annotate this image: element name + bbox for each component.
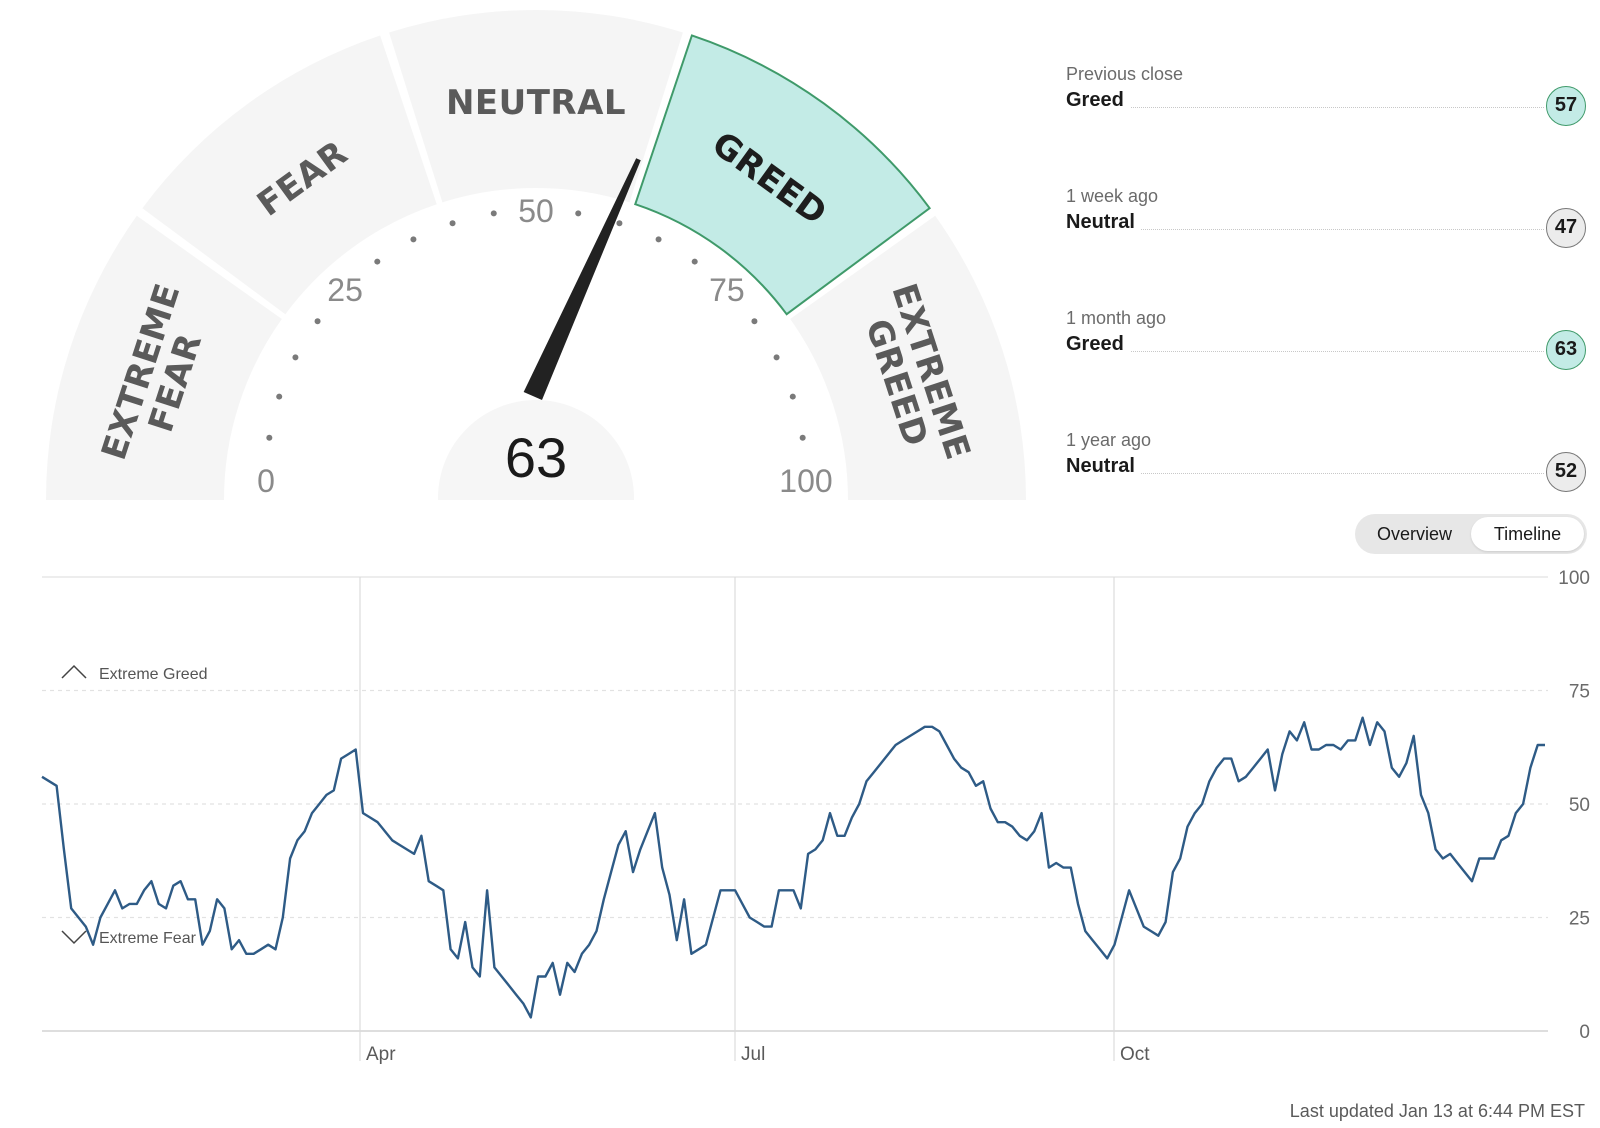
gauge-tick-label: 25 (327, 272, 363, 308)
gauge-tick-dot (691, 258, 698, 265)
timeline-x-label: Oct (1120, 1044, 1150, 1065)
gauge-tick-dot (292, 354, 299, 361)
gauge-tick-dot (655, 236, 662, 243)
gauge-tick-dot (773, 354, 780, 361)
view-toggle: Overview Timeline (1355, 514, 1587, 554)
gauge-inner-dial (0, 191, 1040, 520)
timeline-y-label: 0 (1579, 1022, 1590, 1043)
gauge-tick-dot (449, 220, 456, 227)
timeline-tab[interactable]: Timeline (1471, 517, 1584, 551)
extreme-greed-marker: Extreme Greed (99, 666, 207, 683)
history-rating: Neutral (1066, 455, 1141, 478)
gauge-segment (633, 34, 932, 316)
gauge-tick-dot (490, 210, 497, 217)
timeline-y-labels: 0 25 50 75 100 (1558, 568, 1590, 1043)
gauge-tick-dots (266, 210, 806, 441)
history-rating: Greed (1066, 333, 1130, 356)
gauge-segments (46, 10, 1026, 501)
gauge-needle (523, 158, 641, 400)
gauge-tick-label: 100 (779, 463, 832, 499)
gauge-tick-dot (276, 393, 283, 400)
history-period: Previous close (1066, 64, 1184, 84)
gauge-value: 63 (505, 426, 567, 489)
timeline-x-labels: Apr Jul Oct (366, 1044, 1150, 1065)
timeline-y-label: 50 (1569, 795, 1590, 816)
history-leader (1066, 351, 1544, 352)
timeline-y-label: 25 (1569, 909, 1590, 930)
gauge-tick-dot (789, 393, 796, 400)
gauge-tick-label: 0 (257, 463, 275, 499)
history-score-badge: 63 (1546, 330, 1586, 370)
history-period: 1 year ago (1066, 430, 1152, 450)
history-leader (1066, 229, 1544, 230)
history-score-badge: 47 (1546, 208, 1586, 248)
gauge-segment (790, 215, 1026, 501)
gauge-tick-dot (410, 236, 417, 243)
timeline-markers: Extreme Greed Extreme Fear (61, 664, 207, 947)
gauge-segment (389, 10, 683, 203)
gauge-tick-dot (374, 258, 381, 265)
chevron-down-icon (61, 930, 87, 945)
history-leader (1066, 473, 1544, 474)
history-period: 1 month ago (1066, 308, 1167, 328)
gauge-tick-labels: 0 25 50 75 100 (257, 193, 833, 499)
gauge-tick-label: 50 (518, 193, 554, 229)
history-row: 1 week ago Neutral 47 (1066, 186, 1586, 260)
overview-tab[interactable]: Overview (1376, 524, 1452, 544)
history-score-badge: 52 (1546, 452, 1586, 492)
gauge-tick-dot (314, 318, 321, 325)
gauge-segment-label-line: NEUTRAL (446, 83, 626, 123)
history-rating: Greed (1066, 89, 1130, 112)
timeline-gridlines (42, 576, 1548, 1032)
timeline-y-label: 100 (1558, 568, 1590, 589)
gauge-tick-dot (799, 434, 806, 441)
gauge-tick-dot (616, 220, 623, 227)
timeline-x-label: Apr (366, 1044, 396, 1065)
gauge-segment (142, 35, 437, 315)
timeline-y-label: 75 (1569, 682, 1590, 703)
history-row: Previous close Greed 57 (1066, 64, 1586, 138)
history-leader (1066, 107, 1544, 108)
gauge-hub (438, 400, 634, 520)
history-score-badge: 57 (1546, 86, 1586, 126)
timeline-series-line (41, 716, 1545, 1019)
history-row: 1 month ago Greed 63 (1066, 308, 1586, 382)
timeline-month-lines (359, 577, 1115, 1061)
chevron-up-icon (61, 664, 87, 679)
gauge-tick-label: 75 (709, 272, 745, 308)
last-updated: Last updated Jan 13 at 6:44 PM EST (1289, 1101, 1585, 1121)
extreme-fear-marker: Extreme Fear (99, 930, 197, 947)
history-rating: Neutral (1066, 211, 1141, 234)
gauge-tick-dot (751, 318, 758, 325)
history-row: 1 year ago Neutral 52 (1066, 430, 1586, 504)
gauge-segment (46, 215, 282, 501)
gauge-segment-label: NEUTRAL (446, 83, 626, 123)
timeline-x-label: Jul (741, 1044, 765, 1065)
gauge-tick-dot (266, 434, 273, 441)
gauge-tick-dot (575, 210, 582, 217)
history-period: 1 week ago (1066, 186, 1159, 206)
gauge-dial-face (227, 191, 845, 500)
